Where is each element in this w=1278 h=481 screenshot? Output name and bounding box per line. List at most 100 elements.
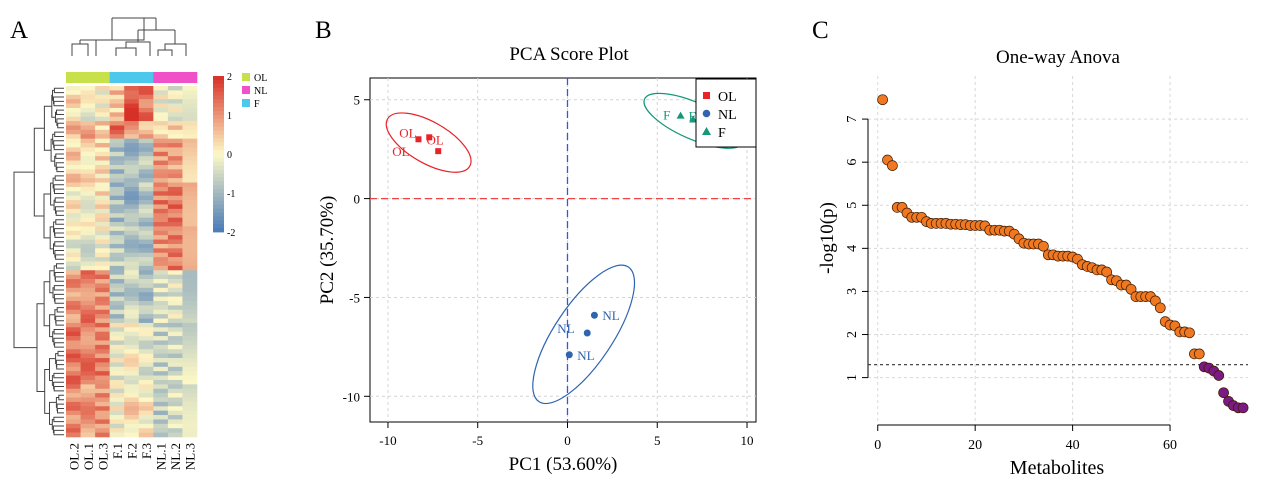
heatmap-cell	[124, 415, 140, 420]
heatmap-cell	[167, 257, 183, 262]
heatmap-cell	[95, 230, 110, 236]
heatmap-cell	[153, 243, 169, 249]
color-scale-step	[213, 200, 224, 206]
heatmap-cell	[95, 261, 110, 267]
heatmap-cell	[66, 222, 81, 227]
heatmap-cell	[80, 116, 96, 122]
heatmap-cell	[138, 340, 154, 346]
heatmap-cell	[153, 344, 169, 350]
heatmap-cell	[95, 358, 110, 363]
heatmap-cell	[153, 314, 169, 319]
group-bar-cell	[138, 72, 154, 83]
heatmap-cell	[109, 235, 125, 240]
anova-panel: C One-way Anova 0 20 40 60 1 2 3 4 5 6 7 Metabolit…	[812, 17, 1249, 479]
heatmap-cell	[95, 182, 110, 188]
heatmap-cell	[66, 230, 81, 236]
heatmap-cell	[95, 239, 110, 245]
heatmap-cell	[80, 143, 96, 148]
heatmap-cell	[80, 401, 96, 407]
heatmap-cell	[124, 261, 140, 267]
heatmap-cell	[95, 129, 110, 135]
heatmap-cell	[66, 322, 81, 328]
heatmap-cell	[138, 156, 154, 161]
heatmap-cell	[95, 292, 110, 297]
heatmap-cell	[167, 134, 183, 139]
heatmap-cell	[167, 252, 183, 258]
dendrogram-branch	[13, 171, 37, 349]
anova-x-tick-label: 20	[968, 438, 982, 453]
heatmap-cell	[182, 406, 198, 411]
heatmap-cell	[80, 344, 96, 350]
heatmap-cell	[80, 164, 96, 170]
heatmap-cell	[182, 327, 198, 332]
heatmap-cell	[167, 274, 183, 280]
heatmap-cell	[109, 274, 125, 280]
heatmap-cell	[109, 419, 125, 425]
pca-y-tick-label: -10	[343, 389, 360, 404]
heatmap-cell	[124, 121, 140, 126]
heatmap-cell	[95, 94, 110, 100]
heatmap-cell	[109, 331, 125, 337]
heatmap-cell	[95, 274, 110, 280]
heatmap-cell	[66, 419, 81, 425]
dendrogram-branch	[53, 293, 64, 302]
heatmap-cell	[95, 138, 110, 144]
heatmap-cell	[182, 147, 198, 153]
heatmap-cell	[182, 336, 198, 341]
heatmap-cell	[167, 265, 183, 271]
heatmap-cell	[182, 261, 198, 267]
heatmap-cell	[109, 178, 125, 183]
heatmap-cell	[167, 125, 183, 131]
heatmap-cell	[153, 406, 169, 411]
heatmap-cell	[124, 182, 140, 188]
heatmap-cell	[153, 169, 169, 175]
dendrogram-branch	[53, 429, 64, 436]
dendrogram-branch	[57, 122, 64, 129]
heatmap-cell	[109, 186, 125, 192]
heatmap-cell	[80, 322, 96, 328]
heatmap-cell	[80, 213, 96, 218]
heatmap-cell	[95, 116, 110, 122]
heatmap-cell	[109, 134, 125, 139]
heatmap-cell	[109, 314, 125, 319]
pca-point-nl	[565, 351, 573, 359]
heatmap-cell	[167, 160, 183, 166]
heatmap-cell	[167, 90, 183, 96]
heatmap-cell	[109, 401, 125, 407]
anova-y-tick-label: 7	[845, 116, 860, 123]
heatmap-cell	[167, 208, 183, 214]
heatmap-cell	[138, 125, 154, 131]
dendrogram-branch	[49, 226, 54, 250]
dendrogram-branch	[55, 206, 64, 214]
group-legend-swatch	[242, 73, 250, 81]
heatmap-cell	[95, 164, 110, 170]
heatmap-cell	[66, 362, 81, 368]
heatmap-cell	[138, 182, 154, 188]
color-scale-step	[213, 185, 224, 190]
heatmap-cell	[109, 362, 125, 368]
pca-point-label: OL	[392, 144, 409, 159]
heatmap-cell	[80, 410, 96, 416]
heatmap-cell	[182, 173, 198, 179]
heatmap-cell	[80, 94, 96, 100]
pca-x-tick-label: -10	[379, 433, 396, 448]
heatmap-cell	[95, 344, 110, 350]
heatmap-cell	[95, 314, 110, 319]
heatmap-cell	[95, 309, 110, 315]
heatmap-cell	[95, 121, 110, 126]
heatmap-cell	[66, 125, 81, 131]
heatmap-cell	[66, 103, 81, 109]
color-scale-step	[213, 169, 224, 174]
heatmap-cell	[138, 270, 154, 275]
heatmap-cell	[80, 265, 96, 271]
heatmap-cell	[80, 107, 96, 113]
heatmap-cell	[167, 99, 183, 104]
heatmap-cell	[167, 235, 183, 240]
heatmap-cell	[124, 129, 140, 135]
heatmap-cell	[80, 239, 96, 245]
heatmap-cell	[95, 235, 110, 240]
heatmap-cell	[124, 270, 140, 275]
dendrogram-branch	[56, 263, 64, 269]
heatmap-cell	[182, 279, 198, 284]
heatmap-cell	[138, 419, 154, 425]
